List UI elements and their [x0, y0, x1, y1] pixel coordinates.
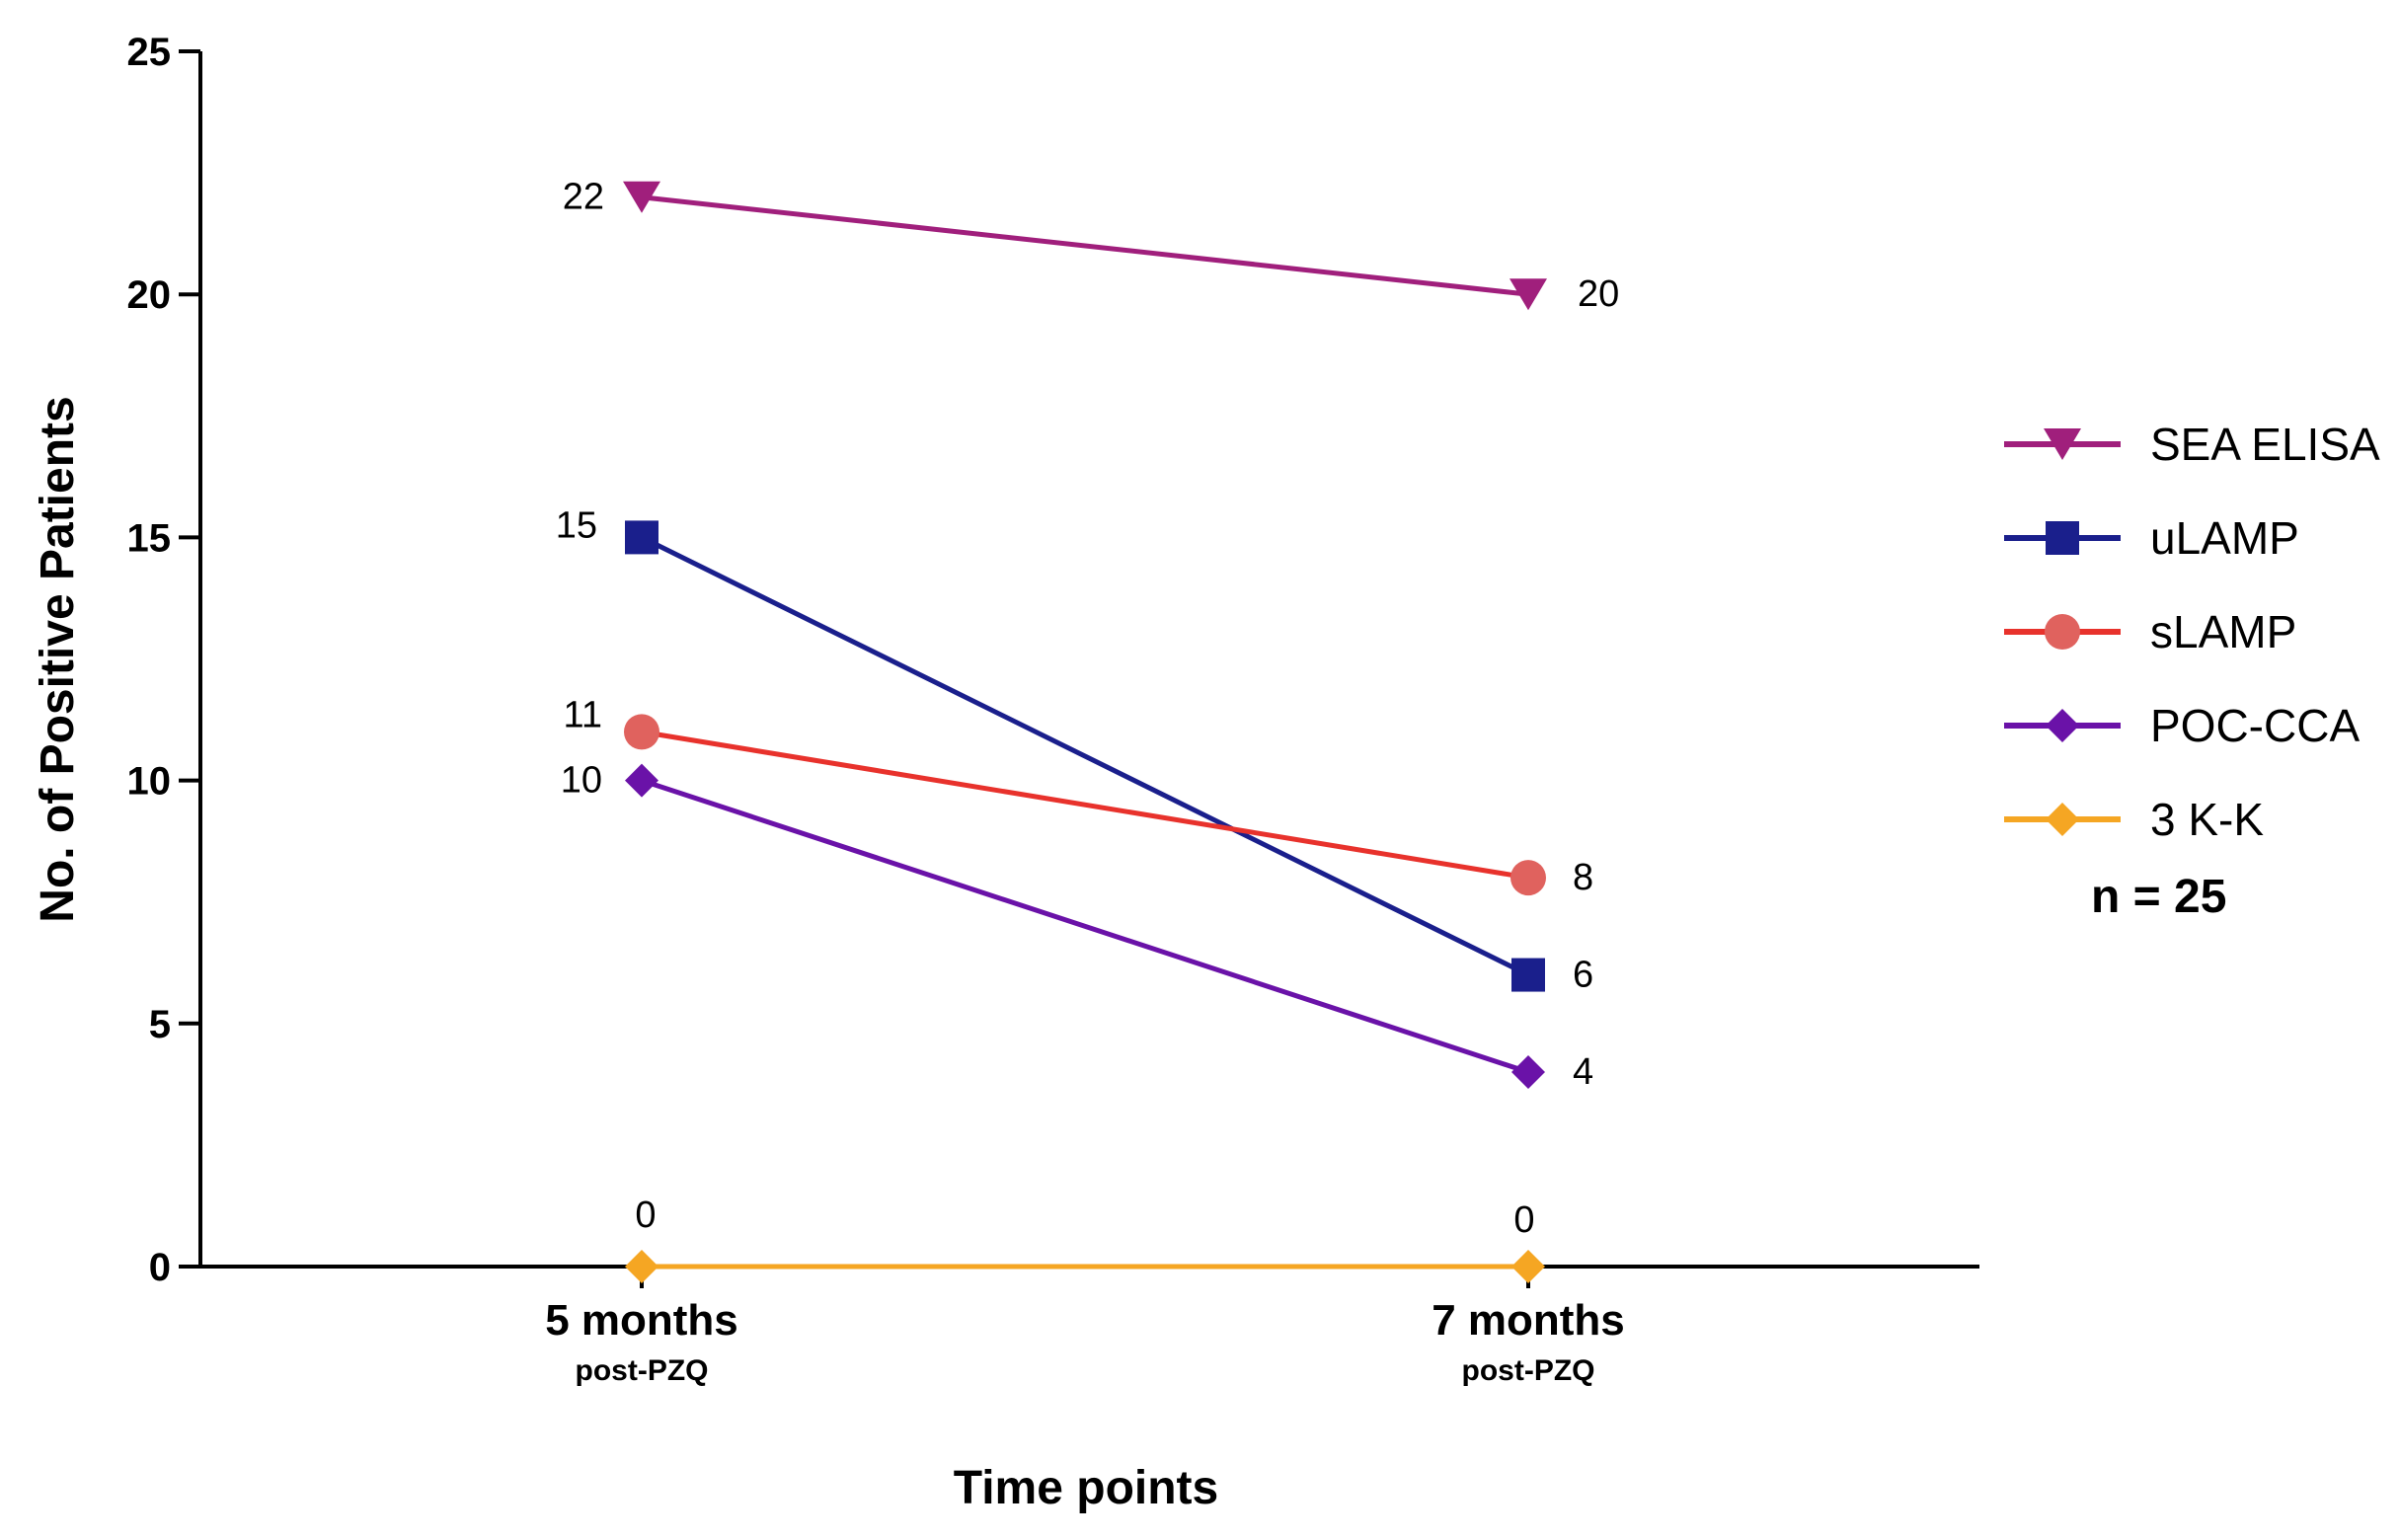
y-tick-label: 0: [149, 1246, 171, 1289]
legend-marker: [2046, 709, 2079, 742]
data-label: 4: [1573, 1051, 1593, 1093]
data-point: [1511, 958, 1545, 992]
y-tick-label: 15: [127, 516, 172, 560]
data-point: [1510, 278, 1547, 311]
legend-entry: sLAMP: [2004, 606, 2296, 657]
data-label: 22: [563, 177, 604, 218]
legend-entry: 3 K-K: [2004, 794, 2264, 845]
legend-entry: uLAMP: [2004, 512, 2299, 564]
x-tick-sublabel: post-PZQ: [1462, 1354, 1595, 1387]
series-slamp: 11 8: [564, 694, 1594, 898]
legend-entry: SEA ELISA: [2004, 419, 2380, 470]
legend-label: sLAMP: [2150, 606, 2296, 657]
x-axis-title: Time points: [954, 1462, 1218, 1514]
data-label: 8: [1573, 857, 1593, 898]
series-line: [641, 729, 1529, 881]
series-poc-cca: 10 4: [561, 760, 1593, 1093]
data-label: 6: [1573, 955, 1593, 996]
y-ticks: 0 5 10 15 20 25: [127, 31, 200, 1289]
series-line: [640, 535, 1530, 977]
data-point: [625, 520, 658, 555]
data-label: 0: [635, 1194, 656, 1236]
y-tick-label: 20: [127, 273, 172, 317]
x-ticks: 5 months post-PZQ 7 months post-PZQ: [545, 1267, 1625, 1387]
data-point: [625, 763, 658, 798]
data-label: 0: [1513, 1199, 1534, 1241]
series-line: [641, 194, 1529, 297]
y-axis-title: No. of Positive Patients: [32, 396, 84, 922]
legend-marker: [2045, 614, 2080, 650]
legend-marker: [2044, 428, 2081, 460]
series-sea-elisa: 22 20: [563, 177, 1620, 315]
series-ulamp: 15 6: [556, 504, 1593, 995]
legend-marker: [2046, 803, 2079, 836]
series-line: [641, 778, 1529, 1075]
legend-label: 3 K-K: [2150, 794, 2264, 845]
y-tick-label: 10: [127, 760, 172, 804]
legend-label: POC-CCA: [2150, 700, 2360, 751]
data-label: 20: [1578, 273, 1619, 315]
legend-label: SEA ELISA: [2150, 419, 2380, 470]
x-tick-sublabel: post-PZQ: [576, 1354, 709, 1387]
data-label: 15: [556, 504, 597, 546]
sample-size-note: n = 25: [2091, 871, 2226, 923]
data-point: [623, 181, 660, 213]
axes: [198, 51, 1979, 1269]
legend-entry: POC-CCA: [2004, 700, 2360, 751]
legend-marker: [2046, 521, 2079, 555]
data-point: [1511, 1250, 1545, 1283]
data-label: 10: [561, 760, 602, 802]
data-point: [1511, 1055, 1545, 1090]
data-point: [1510, 860, 1546, 896]
data-label: 11: [564, 694, 602, 735]
x-tick-label: 5 months: [545, 1296, 738, 1345]
legend: SEA ELISA uLAMP sLAMP POC-CCA 3 K-K: [2004, 419, 2380, 845]
legend-label: uLAMP: [2150, 512, 2299, 564]
data-point: [624, 714, 659, 750]
x-tick-label: 7 months: [1432, 1296, 1625, 1345]
y-tick-label: 25: [127, 31, 172, 74]
y-tick-label: 5: [149, 1003, 171, 1046]
data-point: [625, 1250, 658, 1283]
